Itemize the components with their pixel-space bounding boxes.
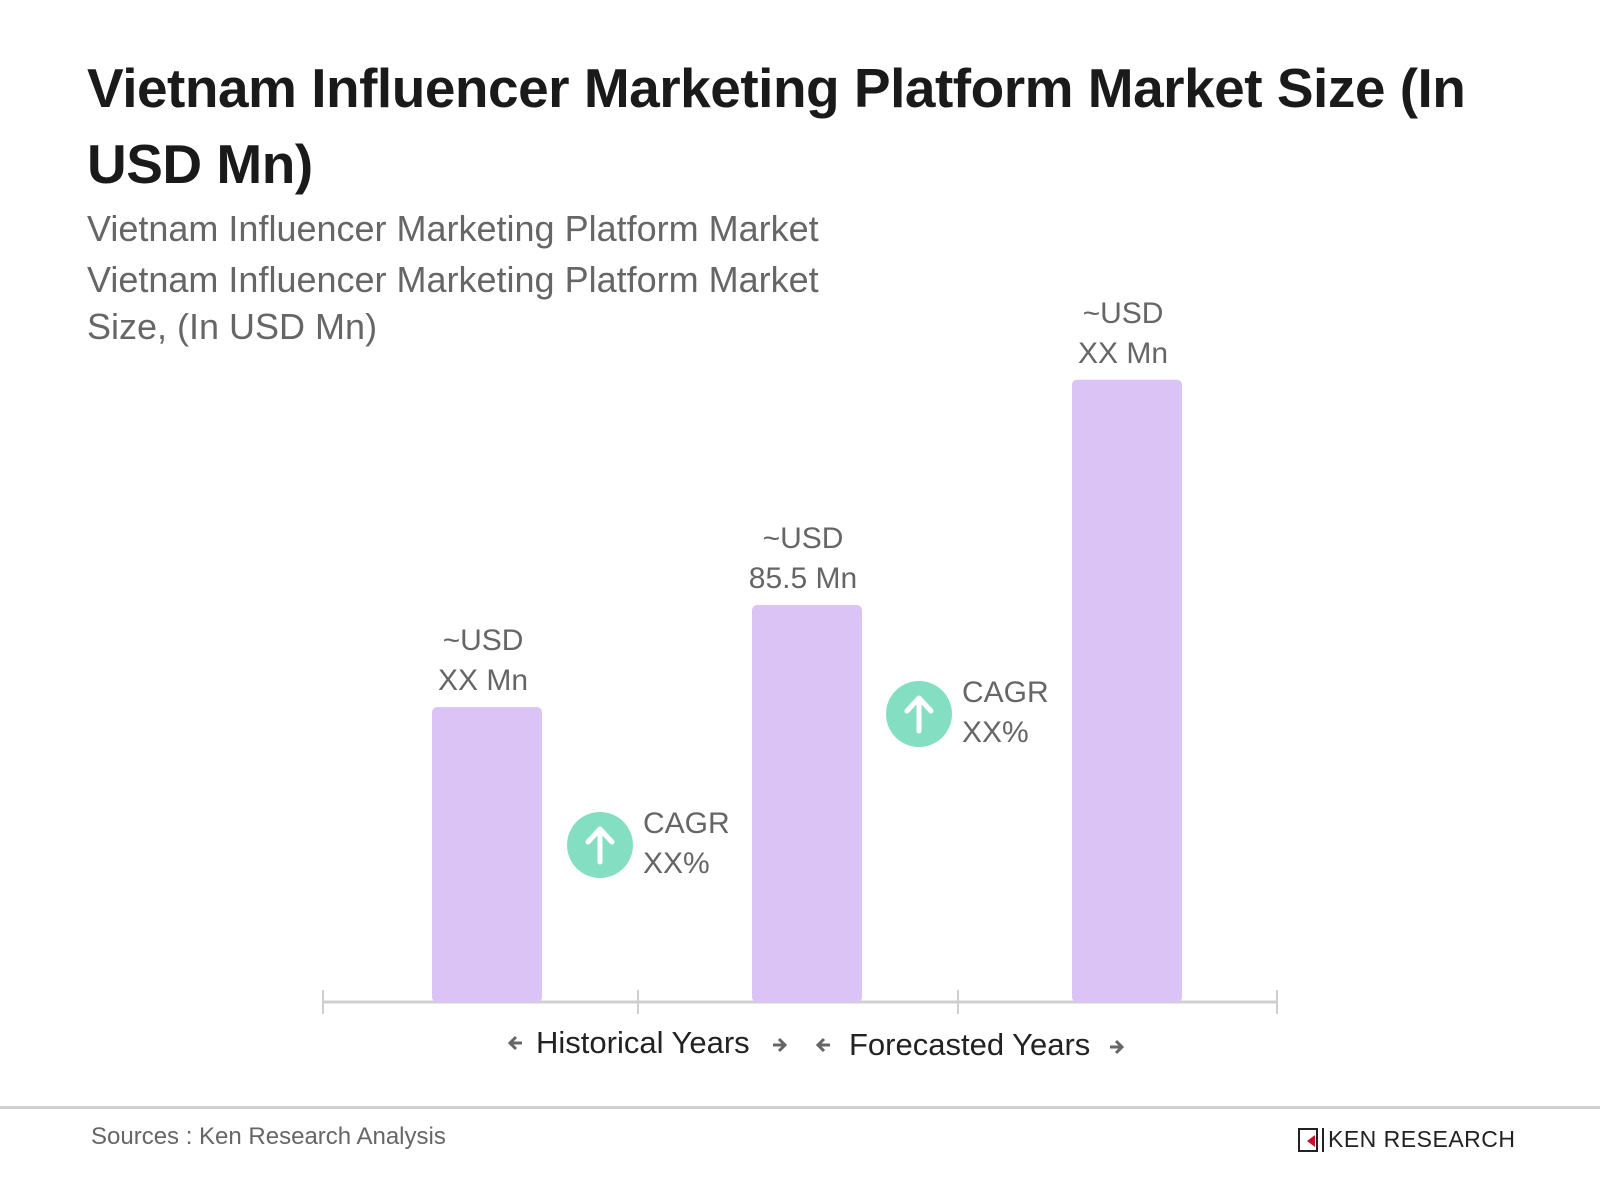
period-label-forecasted: Forecasted Years	[849, 1027, 1090, 1062]
data-label-line-2: XX Mn	[438, 664, 528, 697]
bar	[432, 707, 542, 1002]
source-note: Sources : Ken Research Analysis	[91, 1123, 446, 1150]
cagr-value: XX%	[962, 716, 1029, 749]
arrow-left-icon	[507, 1035, 522, 1051]
arrow-right-icon	[773, 1037, 788, 1053]
cagr-value: XX%	[643, 847, 710, 880]
data-label-line-1: ~USD	[1083, 297, 1164, 330]
arrow-up-icon	[585, 826, 615, 865]
chart-subtitle: Vietnam Influencer Marketing Platform Ma…	[87, 205, 907, 350]
period-label-historical: Historical Years	[536, 1025, 750, 1060]
arrow-up-icon	[904, 695, 934, 734]
subtitle-line-2: Vietnam Influencer Marketing Platform Ma…	[87, 259, 819, 347]
footer-divider	[0, 1106, 1600, 1109]
ken-research-logo: KEN RESEARCH	[1298, 1126, 1515, 1153]
logo-text: KEN RESEARCH	[1328, 1126, 1516, 1152]
bar	[752, 605, 862, 1002]
logo-separator	[1322, 1127, 1324, 1152]
subtitle-line-1: Vietnam Influencer Marketing Platform Ma…	[87, 208, 819, 249]
data-label-line-1: ~USD	[763, 522, 844, 555]
logo-mark-icon	[1298, 1127, 1318, 1152]
cagr-label: CAGR	[643, 807, 730, 840]
data-label-line-1: ~USD	[443, 624, 524, 657]
chart-title: Vietnam Influencer Marketing Platform Ma…	[87, 57, 1466, 195]
data-label-line-2: XX Mn	[1078, 337, 1168, 370]
data-label-line-2: 85.5 Mn	[749, 562, 857, 595]
arrow-left-icon	[815, 1037, 830, 1053]
arrow-right-icon	[1110, 1039, 1125, 1055]
cagr-label: CAGR	[962, 676, 1049, 709]
bar	[1072, 379, 1182, 1003]
